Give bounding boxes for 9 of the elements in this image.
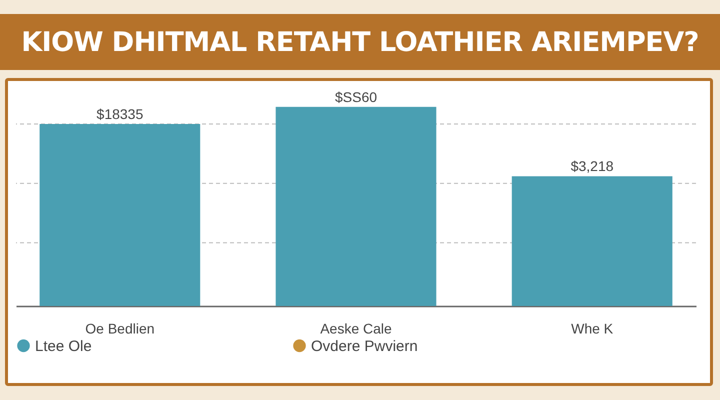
x-tick-label: Oe Bedlien bbox=[85, 320, 155, 336]
annotation: $3,218 bbox=[570, 158, 614, 174]
x-tick-label: Whe K bbox=[571, 320, 614, 336]
annotation: $18335 bbox=[96, 106, 144, 122]
x-tick-label: Aeske Cale bbox=[320, 320, 392, 336]
legend-label: Ltee Ole bbox=[35, 338, 92, 355]
legend-label: Ovdere Pwviern bbox=[311, 338, 418, 355]
chart-title: KIOW DHITMAL RETAHT LOATHIER ARIEMPEV? bbox=[0, 14, 720, 70]
annotation: $SS60 bbox=[334, 88, 378, 105]
